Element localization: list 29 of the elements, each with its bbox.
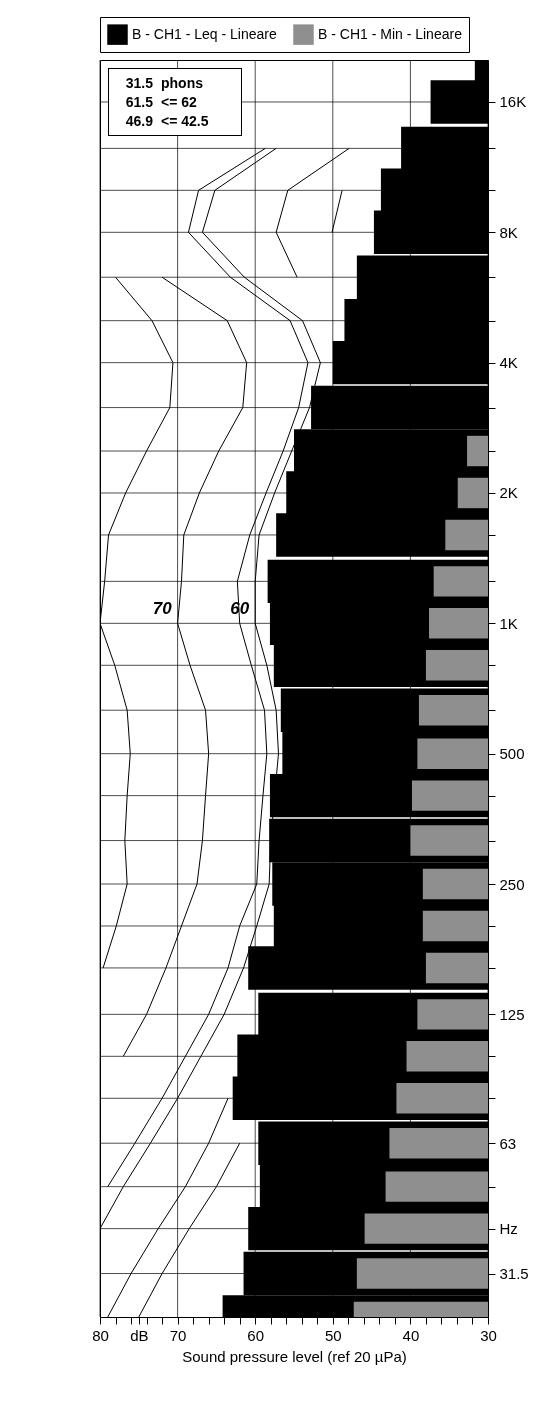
- x-tick-label: 80: [92, 1326, 109, 1344]
- x-tick-label: 40: [402, 1326, 420, 1344]
- annotation: <= 42.5: [161, 113, 210, 129]
- annotation: 31.5: [124, 75, 153, 91]
- legend-label: B - CH1 - Leq - Lineare: [132, 25, 277, 42]
- annotation: 61.5: [124, 94, 153, 110]
- x-tick-label: 60: [247, 1326, 265, 1344]
- y-tick-label: 8K: [499, 223, 518, 241]
- x-tick-label: 70: [169, 1326, 187, 1344]
- x-tick-label: 50: [324, 1326, 342, 1344]
- annotation: <= 62: [161, 94, 198, 110]
- y-tick-label: 63: [499, 1134, 517, 1152]
- legend-label: B - CH1 - Min - Lineare: [318, 25, 463, 42]
- annotation: 70: [152, 599, 173, 619]
- x-tick-label: 30: [480, 1326, 497, 1344]
- x-axis-title: Sound pressure level (ref 20 µPa): [182, 1347, 407, 1365]
- annotation: 60: [230, 599, 250, 619]
- y-tick-label: Hz: [499, 1220, 518, 1238]
- y-tick-label: 125: [499, 1005, 525, 1023]
- y-tick-label: 1K: [499, 614, 518, 632]
- y-tick-label: 31.5: [499, 1265, 529, 1283]
- annotation: phons: [161, 75, 204, 91]
- y-tick-label: 16K: [499, 93, 527, 111]
- annotation: 46.9: [124, 113, 153, 129]
- y-tick-label: 4K: [499, 354, 518, 372]
- y-tick-label: 250: [499, 875, 525, 893]
- x-tick-label: dB: [130, 1326, 149, 1344]
- y-tick-label: 2K: [499, 484, 518, 502]
- y-tick-label: 500: [499, 745, 525, 763]
